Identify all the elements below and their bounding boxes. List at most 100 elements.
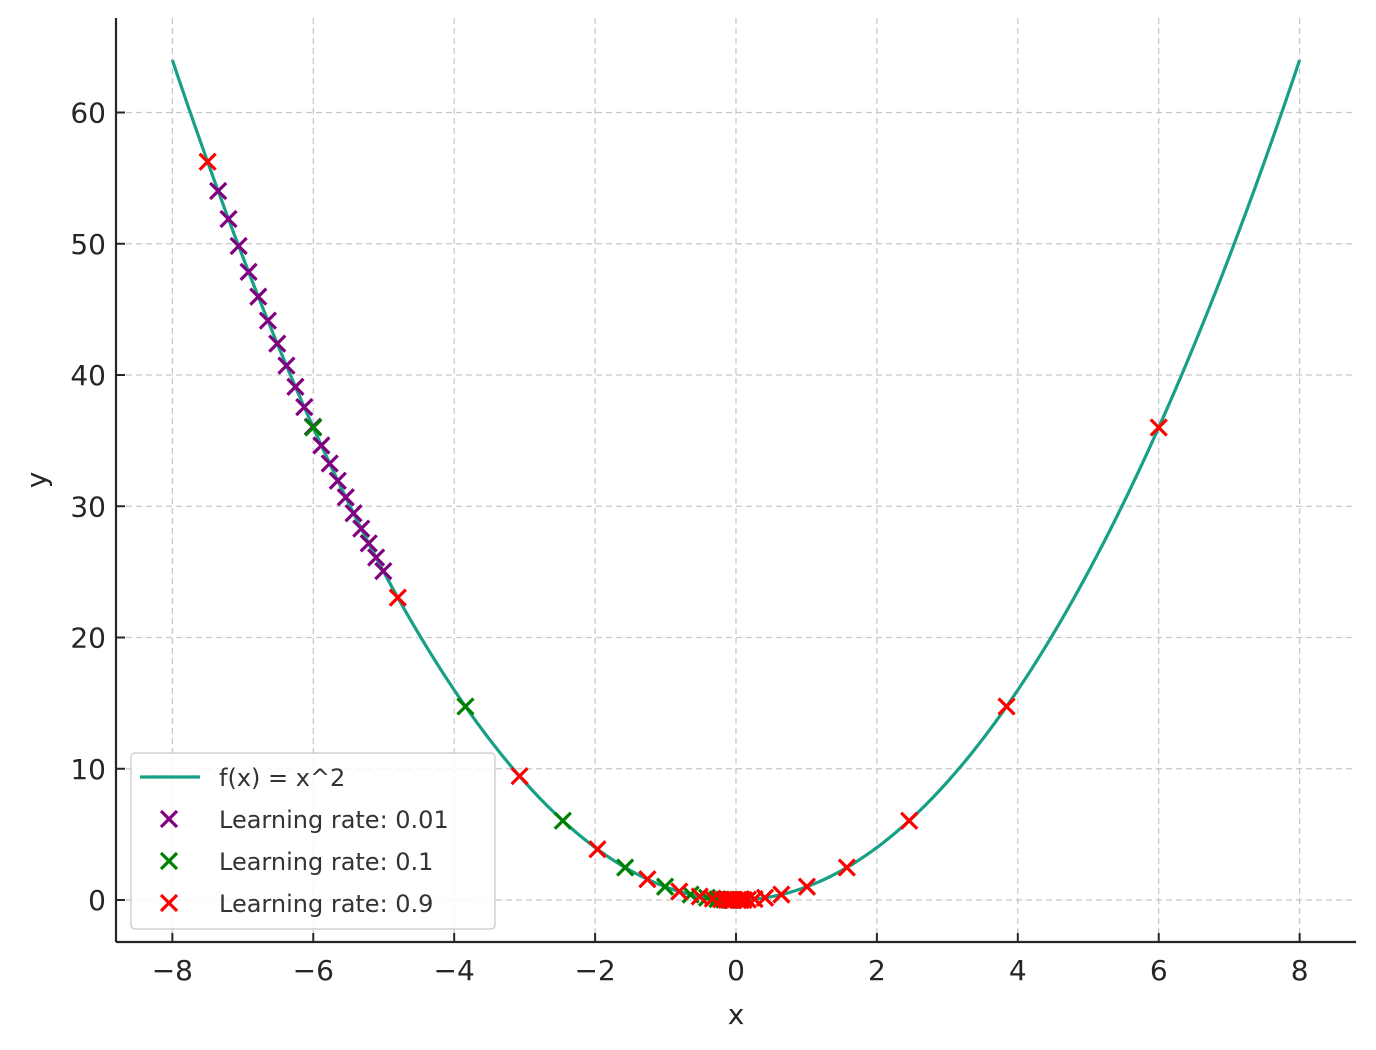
data-point-series-1 [304,418,323,437]
marker-stroke [359,534,378,553]
y-axis-label: y [20,472,53,489]
data-point-series-0 [249,287,268,306]
x-tick-label: −8 [152,954,193,987]
marker-stroke [374,561,393,581]
data-point-series-2 [388,588,407,607]
data-point-series-1 [616,858,635,877]
data-point-series-0 [286,377,305,396]
marker-stroke [286,377,305,396]
data-point-series-1 [553,811,572,830]
data-point-series-0 [328,471,347,490]
marker-stroke [229,236,248,256]
legend-lr-0.1-label: Learning rate: 0.1 [219,848,433,876]
marker-stroke [312,436,331,455]
marker-stroke [655,877,675,896]
marker-stroke [159,809,179,829]
data-point-series-0 [277,356,296,375]
marker-stroke [510,767,529,786]
marker-stroke [159,851,179,871]
x-tick-label: −2 [574,954,615,987]
marker-stroke [388,588,407,607]
data-point-series-2 [510,767,529,786]
data-point-series-0 [359,534,378,553]
marker-stroke [198,152,217,171]
points-layer [198,152,1168,910]
data-point-series-0 [374,561,393,581]
data-point-series-0 [219,209,238,229]
y-tick-label: 30 [70,490,106,523]
marker-stroke [249,287,268,306]
marker-stroke [456,697,475,716]
marker-stroke [219,209,238,229]
y-tick-label: 0 [88,884,106,917]
grid [116,18,1356,942]
marker-stroke [336,488,355,507]
legend-box [130,752,496,930]
legend-lr-0.9-label: Learning rate: 0.9 [219,890,433,918]
marker-stroke [295,397,314,417]
data-point-series-0 [229,236,248,256]
y-tick-label: 50 [70,228,106,261]
legend-lr-0.9-marker [159,893,179,913]
marker-stroke [268,334,287,353]
data-point-series-0 [239,262,258,281]
data-point-series-0 [366,548,386,567]
data-point-series-2 [997,697,1016,716]
marker-stroke [638,870,657,889]
marker-stroke [997,697,1016,716]
y-tick-label: 10 [70,753,106,786]
data-point-series-2 [772,885,791,904]
marker-stroke [728,890,748,910]
marker-stroke [772,885,791,904]
legend-lr-0.01-label: Learning rate: 0.01 [219,806,449,834]
data-point-series-2 [797,877,817,896]
marker-stroke [616,858,635,877]
x-tick-label: 6 [1150,954,1168,987]
marker-stroke [304,418,323,437]
legend-lr-0.1-marker [159,851,179,871]
y-tick-label: 20 [70,622,106,655]
marker-stroke [320,454,339,473]
data-point-series-2 [837,858,856,877]
legend-marker-glyph [159,851,179,871]
data-point-series-1 [456,697,475,716]
data-point-series-0 [295,397,314,417]
data-point-series-0 [312,436,331,455]
data-point-series-2 [588,840,607,859]
marker-stroke [724,890,743,910]
data-point-series-0 [209,181,228,201]
marker-stroke [159,893,179,913]
data-point-series-0 [352,519,371,538]
marker-stroke [239,262,258,281]
data-point-series-0 [344,504,363,523]
marker-stroke [670,882,689,901]
data-point-series-0 [258,311,278,330]
marker-stroke [277,356,296,375]
marker-stroke [681,885,700,904]
y-tick-label: 60 [70,97,106,130]
x-tick-label: −4 [434,954,475,987]
data-point-series-0 [268,334,287,353]
marker-stroke [1149,418,1168,437]
marker-stroke [352,519,371,538]
marker-stroke [837,858,856,877]
legend-marker-glyph [159,809,179,829]
y-tick-label: 40 [70,359,106,392]
x-axis-label: x [728,998,745,1031]
marker-stroke [258,311,278,330]
data-point-series-2 [638,870,657,889]
data-point-series-2 [900,811,919,830]
marker-stroke [553,811,572,830]
marker-stroke [209,181,228,201]
marker-stroke [366,548,386,567]
marker-stroke [797,877,817,896]
marker-stroke [900,811,919,830]
data-point-series-1 [655,877,675,896]
legend: f(x) = x^2 Learning rate: 0.01 Learning … [130,752,496,930]
marker-stroke [328,471,347,490]
data-point-series-0 [336,488,355,507]
data-point-series-2 [724,890,743,910]
legend-curve-label: f(x) = x^2 [219,764,345,792]
x-tick-label: 4 [1009,954,1027,987]
